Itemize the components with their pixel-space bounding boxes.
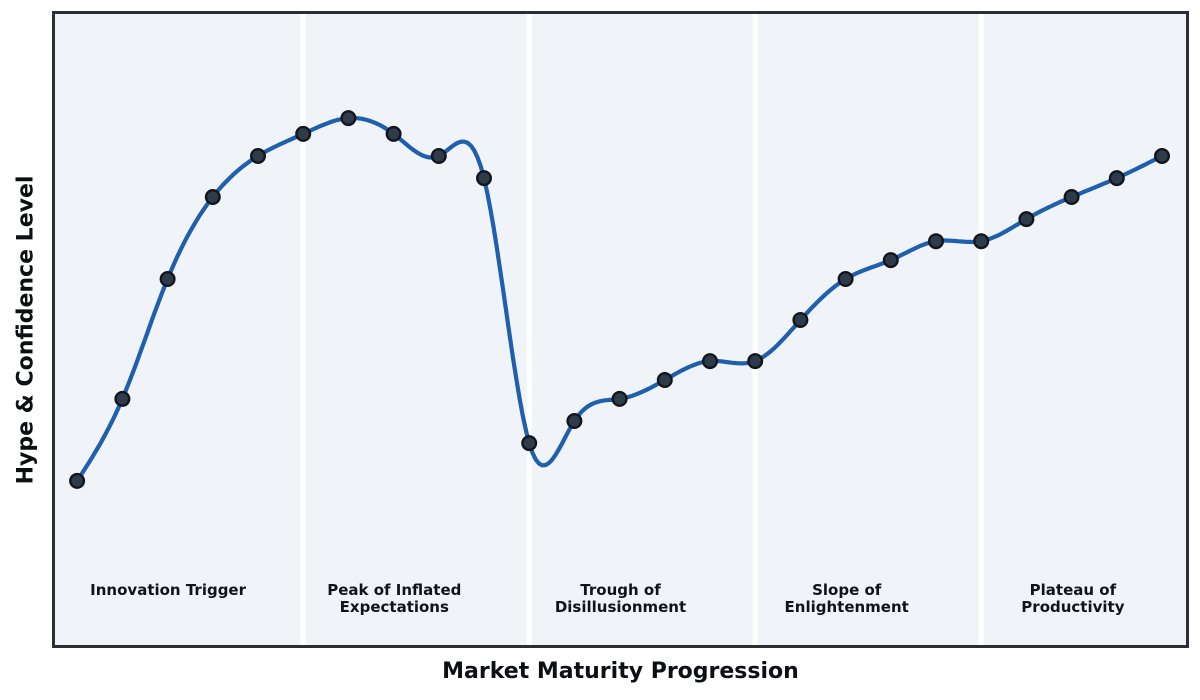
hype-cycle-plot bbox=[69, 14, 1170, 645]
data-point-markers bbox=[69, 110, 1170, 489]
data-point bbox=[1063, 188, 1080, 205]
phase-label-slope-of-enlightenment: Slope of Enlightenment bbox=[784, 581, 909, 616]
data-point bbox=[340, 110, 357, 127]
plot-area: Innovation Trigger Peak of Inflated Expe… bbox=[52, 11, 1189, 648]
data-point bbox=[837, 271, 854, 288]
phase-divider bbox=[300, 14, 306, 645]
data-point bbox=[747, 353, 764, 370]
data-point bbox=[1018, 211, 1035, 228]
data-point bbox=[611, 390, 628, 407]
data-point bbox=[69, 472, 86, 489]
data-point bbox=[882, 252, 899, 269]
data-point bbox=[973, 233, 990, 250]
data-point bbox=[204, 188, 221, 205]
phase-divider bbox=[752, 14, 758, 645]
phase-label-plateau-of-productivity: Plateau of Productivity bbox=[1021, 581, 1125, 616]
y-axis-label: Hype & Confidence Level bbox=[13, 175, 39, 485]
data-point bbox=[792, 312, 809, 329]
data-point bbox=[159, 271, 176, 288]
data-point bbox=[114, 390, 131, 407]
data-point bbox=[1153, 147, 1170, 164]
data-point bbox=[476, 170, 493, 187]
data-point bbox=[928, 233, 945, 250]
phase-label-innovation-trigger: Innovation Trigger bbox=[90, 581, 247, 599]
data-point bbox=[702, 353, 719, 370]
data-point bbox=[385, 125, 402, 142]
data-point bbox=[566, 413, 583, 430]
data-point bbox=[295, 125, 312, 142]
x-axis-label: Market Maturity Progression bbox=[442, 659, 799, 684]
data-point bbox=[521, 435, 538, 452]
phase-label-peak-of-inflated-expectations: Peak of Inflated Expectations bbox=[327, 581, 462, 616]
phase-divider-lines bbox=[300, 14, 984, 645]
phase-label-trough-of-disillusionment: Trough of Disillusionment bbox=[554, 581, 687, 616]
data-point bbox=[1108, 170, 1125, 187]
phase-divider bbox=[978, 14, 984, 645]
data-point bbox=[249, 147, 266, 164]
data-point bbox=[656, 372, 673, 389]
data-point bbox=[430, 147, 447, 164]
hype-curve bbox=[75, 115, 1165, 483]
phase-divider bbox=[526, 14, 532, 645]
